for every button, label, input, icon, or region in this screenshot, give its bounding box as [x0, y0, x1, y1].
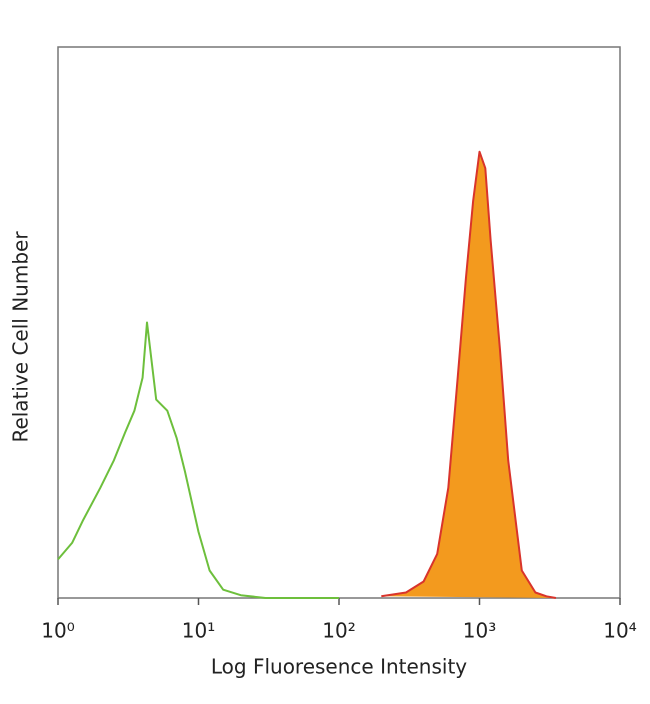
filled-histogram: [381, 150, 557, 599]
x-tick-label: 10²: [322, 619, 355, 643]
histogram-line: [57, 321, 339, 599]
plot-frame: [57, 46, 621, 599]
y-axis-label: Relative Cell Number: [9, 231, 33, 443]
x-tick-label: 10⁴: [603, 619, 636, 643]
x-axis-label: Log Fluoresence Intensity: [211, 655, 467, 679]
x-tick-label: 10³: [463, 619, 496, 643]
x-tick-label: 10¹: [182, 619, 215, 643]
x-tick-label: 10⁰: [41, 619, 74, 643]
